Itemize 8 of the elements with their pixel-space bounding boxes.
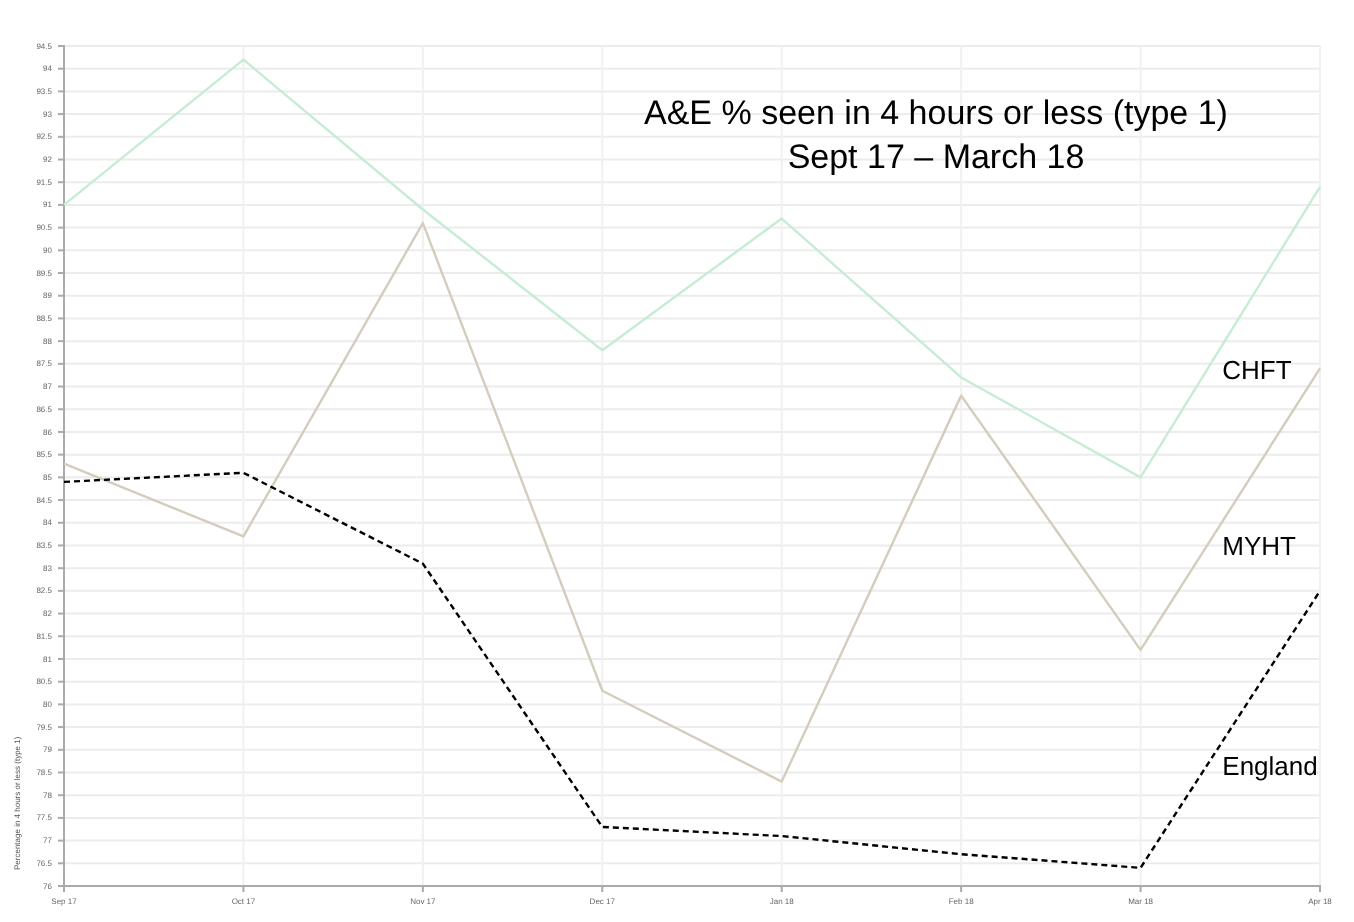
- line-series: [62, 58, 1322, 479]
- text: Sept 17 – March 18: [787, 138, 1085, 176]
- series-label: CHFT: [1222, 355, 1292, 386]
- series-label: England: [1222, 751, 1318, 782]
- line-series: [62, 471, 1322, 870]
- line-series: [62, 221, 1322, 783]
- series-label: MYHT: [1222, 531, 1297, 562]
- text: A&E % seen in 4 hours or less (type 1): [644, 94, 1228, 132]
